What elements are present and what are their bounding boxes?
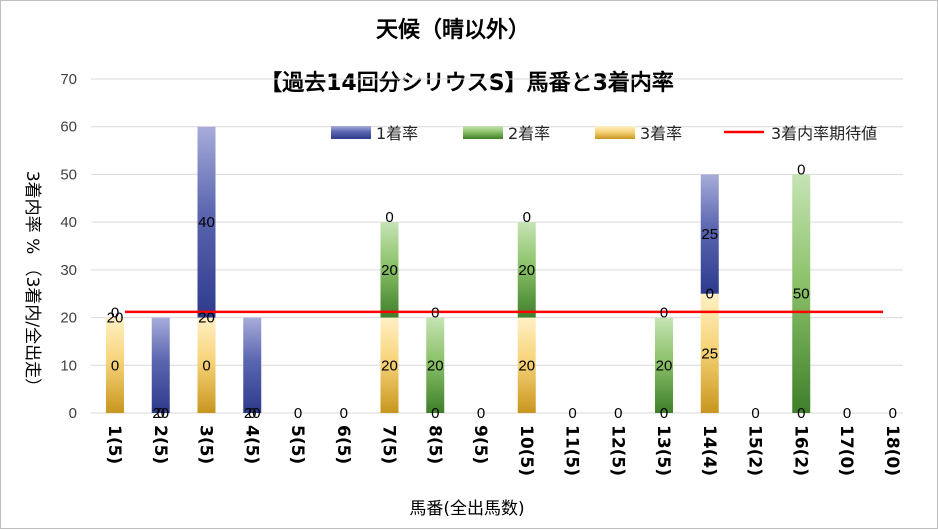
bar-segment — [792, 174, 811, 413]
data-label: 20 — [244, 405, 261, 422]
bar-segment — [517, 222, 536, 318]
x-tick-label: 18(0) — [882, 425, 902, 476]
x-tick-label: 3(5) — [196, 425, 216, 464]
x-tick-label: 4(5) — [241, 425, 261, 464]
data-label: 0 — [111, 305, 119, 322]
x-tick-label: 1(5) — [104, 425, 124, 464]
x-axis-categories: 1(5) 2(5) 3(5) 4(5) 5(5) 6(5) 7(5) 8(5) 9(5) 10(5… — [104, 425, 902, 476]
data-label: 0 — [202, 357, 210, 374]
legend-label-2nd: 2着率 — [508, 124, 550, 143]
x-tick-label: 11(5) — [562, 425, 582, 476]
data-label: 0 — [111, 357, 119, 374]
bar-segment — [151, 317, 170, 413]
y-tick-label: 70 — [60, 71, 77, 88]
data-label: 0 — [523, 209, 531, 226]
x-tick-label: 6(5) — [333, 425, 353, 464]
bar-segment — [197, 317, 216, 413]
x-tick-label: 12(5) — [607, 425, 627, 476]
y-tick-label: 40 — [60, 214, 77, 231]
x-tick-label: 9(5) — [470, 425, 490, 464]
x-tick-label: 8(5) — [424, 425, 444, 464]
data-label: 0 — [797, 161, 805, 178]
data-label: 0 — [660, 305, 668, 322]
data-label: 0 — [340, 405, 348, 422]
data-label: 0 — [706, 286, 714, 303]
bar-segment — [380, 317, 399, 413]
data-label: 0 — [477, 405, 485, 422]
legend-label-expected: 3着内率期待値 — [771, 124, 877, 143]
bar-segment — [243, 317, 262, 413]
x-tick-label: 15(2) — [745, 425, 765, 476]
data-label: 40 — [198, 214, 215, 231]
legend-swatch-1st — [331, 126, 371, 139]
data-label: 0 — [889, 405, 897, 422]
data-label: 0 — [568, 405, 576, 422]
data-label: 20 — [198, 310, 215, 327]
y-tick-label: 0 — [69, 405, 77, 422]
bar-segment — [380, 222, 399, 318]
x-tick-label: 10(5) — [516, 425, 536, 476]
data-label: 0 — [843, 405, 851, 422]
data-label: 0 — [294, 405, 302, 422]
data-label: 0 — [431, 305, 439, 322]
y-tick-label: 60 — [60, 119, 77, 136]
data-label: 50 — [793, 286, 810, 303]
data-label: 0 — [751, 405, 759, 422]
y-tick-label: 20 — [60, 310, 77, 327]
data-label: 25 — [701, 345, 718, 362]
data-label: 0 — [797, 405, 805, 422]
legend-label-1st: 1着率 — [376, 124, 418, 143]
data-label: 20 — [427, 357, 444, 374]
bar-segment — [700, 174, 719, 294]
bar-segment — [197, 126, 216, 318]
data-label: 20 — [152, 405, 169, 422]
bar-segment — [106, 317, 124, 413]
data-label: 0 — [248, 405, 256, 422]
data-label: 0 — [614, 405, 622, 422]
bars — [106, 126, 811, 413]
chart-subtitle: 【過去14回分シリウスS】馬番と3着内率 — [260, 70, 674, 96]
data-label: 25 — [701, 226, 718, 243]
y-tick-label: 10 — [60, 357, 77, 374]
data-label: 0 — [157, 405, 165, 422]
data-label: 20 — [381, 357, 398, 374]
bar-segment — [700, 293, 719, 413]
legend-label-3rd: 3着率 — [640, 124, 682, 143]
bar-segment — [517, 317, 536, 413]
data-label: 20 — [518, 262, 535, 279]
data-label: 0 — [660, 405, 668, 422]
data-label: 20 — [381, 262, 398, 279]
legend: 1着率 2着率 3着率 3着内率期待値 — [331, 124, 877, 143]
x-tick-label: 17(0) — [836, 425, 856, 476]
x-tick-label: 7(5) — [379, 425, 399, 464]
chart-title: 天候（晴以外） — [376, 17, 530, 43]
x-tick-label: 16(2) — [790, 425, 810, 476]
data-label: 20 — [518, 357, 535, 374]
y-tick-label: 50 — [60, 166, 77, 183]
y-axis-ticks: 0 10 20 30 40 50 60 70 — [60, 71, 77, 422]
y-tick-label: 30 — [60, 262, 77, 279]
legend-swatch-3rd — [595, 126, 635, 139]
x-tick-label: 14(4) — [699, 425, 719, 476]
x-tick-label: 5(5) — [287, 425, 307, 464]
x-tick-label: 2(5) — [150, 425, 170, 464]
y-axis-title: 3着内率 % （3着内/全出走） — [22, 171, 42, 395]
bar-segment — [426, 317, 445, 413]
legend-swatch-2nd — [463, 126, 503, 139]
gridlines — [91, 78, 903, 414]
x-axis-title: 馬番(全出馬数) — [409, 499, 524, 519]
data-label: 0 — [431, 405, 439, 422]
x-tick-label: 13(5) — [653, 425, 673, 476]
data-label: 20 — [656, 357, 673, 374]
bar-segment — [655, 317, 673, 413]
data-label: 0 — [385, 209, 393, 226]
data-label: 20 — [107, 310, 124, 327]
